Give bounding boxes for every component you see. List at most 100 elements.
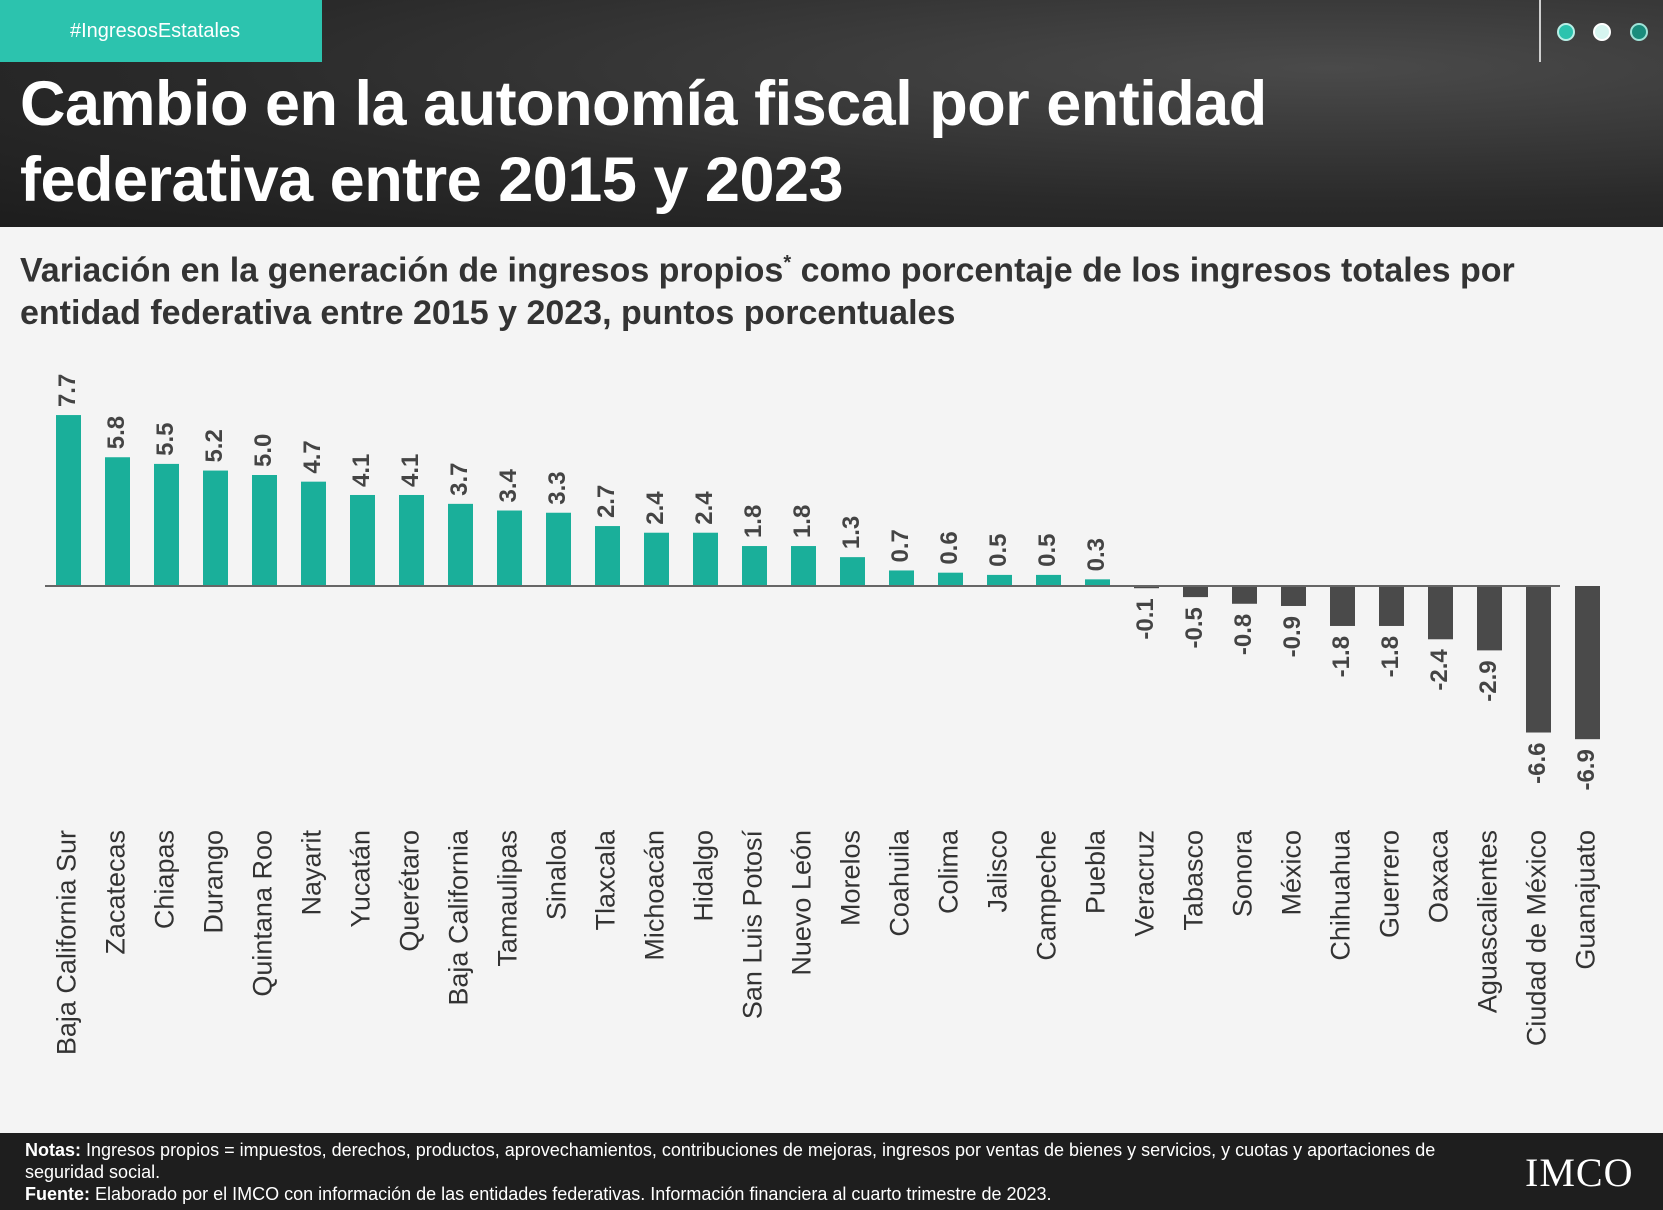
data-label: 1.8 [740, 505, 767, 538]
subtitle-asterisk: * [783, 252, 792, 274]
bar [154, 463, 179, 586]
bar [546, 512, 571, 586]
data-label: -2.9 [1475, 660, 1502, 701]
data-label: 5.8 [103, 416, 130, 449]
bar-chart: 7.7 Baja California Sur 5.8 Zacatecas 5.5 Chi… [45, 374, 1601, 1055]
bar [1575, 586, 1600, 740]
bar [399, 494, 424, 586]
bar [987, 574, 1012, 586]
category-label: Chihuahua [1326, 829, 1356, 961]
bar [1526, 586, 1551, 733]
category-label: Nayarit [297, 830, 327, 916]
data-label: 5.2 [201, 429, 228, 462]
category-label: Sonora [1228, 829, 1258, 917]
data-label: 0.5 [1034, 534, 1061, 567]
data-label: -1.8 [1328, 636, 1355, 677]
carousel-dot-1[interactable] [1557, 23, 1575, 41]
data-label: -0.9 [1279, 616, 1306, 657]
bar [56, 415, 81, 586]
category-label: Sinaloa [542, 829, 572, 920]
data-label: -0.8 [1230, 614, 1257, 655]
data-label: 2.7 [593, 485, 620, 518]
bar [595, 526, 620, 586]
bar [301, 481, 326, 586]
footer: Notas: Ingresos propios = impuestos, der… [0, 1133, 1663, 1210]
data-label: 5.0 [250, 434, 277, 467]
bar [742, 546, 767, 586]
data-label: -6.6 [1524, 743, 1551, 784]
header-banner: #IngresosEstatales Cambio en la autonomí… [0, 0, 1663, 227]
category-label: Michoacán [640, 830, 670, 961]
category-label: Ciudad de México [1522, 830, 1552, 1046]
category-label: Tlaxcala [591, 829, 621, 931]
category-label: Veracruz [1130, 830, 1160, 937]
data-label: 0.3 [1083, 538, 1110, 571]
category-label: México [1277, 830, 1307, 916]
bar [644, 532, 669, 586]
category-label: Hidalgo [689, 830, 719, 922]
bar [1232, 586, 1257, 604]
bar [791, 546, 816, 586]
category-label: Guanajuato [1571, 830, 1601, 970]
bar [1183, 586, 1208, 598]
data-label: 4.1 [397, 454, 424, 487]
data-label: -1.8 [1377, 636, 1404, 677]
chart-subtitle: Variación en la generación de ingresos p… [20, 242, 1620, 335]
bar [1428, 586, 1453, 640]
data-label: 7.7 [54, 374, 81, 407]
category-label: Guerrero [1375, 830, 1405, 938]
category-label: Baja California Sur [52, 830, 82, 1055]
bar [1036, 574, 1061, 586]
category-label: Durango [199, 830, 229, 934]
data-label: 1.8 [789, 505, 816, 538]
data-label: -0.5 [1181, 607, 1208, 648]
category-label: Coahuila [885, 829, 915, 937]
imco-logo[interactable]: IMCO [1525, 1150, 1634, 1195]
subtitle-text: Variación en la generación de ingresos p… [20, 251, 784, 290]
data-label: 4.1 [348, 454, 375, 487]
data-label: 2.4 [691, 491, 718, 525]
bar [1085, 579, 1110, 586]
bar [105, 457, 130, 586]
category-label: Quintana Roo [248, 830, 278, 997]
page-title: Cambio en la autonomía fiscal por entida… [20, 69, 1267, 215]
bar [1477, 586, 1502, 651]
bar [938, 572, 963, 586]
bar [693, 532, 718, 586]
category-label: Yucatán [346, 830, 376, 928]
bar [448, 503, 473, 586]
bar [840, 557, 865, 586]
category-label: Querétaro [395, 830, 425, 952]
category-label: San Luis Potosí [738, 830, 768, 1020]
category-label: Puebla [1081, 829, 1111, 914]
category-label: Campeche [1032, 830, 1062, 961]
category-label: Jalisco [983, 830, 1013, 913]
data-label: 5.5 [152, 423, 179, 456]
footer-notes: Notas: Ingresos propios = impuestos, der… [25, 1139, 1495, 1205]
data-label: 3.3 [544, 471, 571, 504]
bar [497, 510, 522, 586]
category-label: Oaxaca [1424, 829, 1454, 923]
source-text: Elaborado por el IMCO con información de… [90, 1184, 1052, 1204]
subtitle-text-2: como porcentaje de los ingresos totales … [20, 251, 1515, 333]
data-label: 4.7 [299, 440, 326, 473]
data-label: -0.1 [1132, 598, 1159, 639]
data-label: 0.6 [936, 531, 963, 564]
data-label: -6.9 [1573, 749, 1600, 790]
category-label: Nuevo León [787, 830, 817, 976]
hashtag-tag[interactable]: #IngresosEstatales [0, 0, 322, 62]
data-label: -2.4 [1426, 649, 1453, 691]
bar [350, 494, 375, 586]
source-label: Fuente: [25, 1184, 90, 1204]
bar [889, 570, 914, 586]
category-label: Baja California [444, 829, 474, 1006]
category-label: Zacatecas [101, 830, 131, 955]
bar [1134, 586, 1159, 589]
bar [252, 475, 277, 586]
carousel-dot-3[interactable] [1630, 23, 1648, 41]
bar [1330, 586, 1355, 626]
category-label: Chiapas [150, 830, 180, 929]
category-label: Colima [934, 829, 964, 914]
data-label: 0.5 [985, 534, 1012, 567]
carousel-dot-2[interactable] [1593, 23, 1611, 41]
